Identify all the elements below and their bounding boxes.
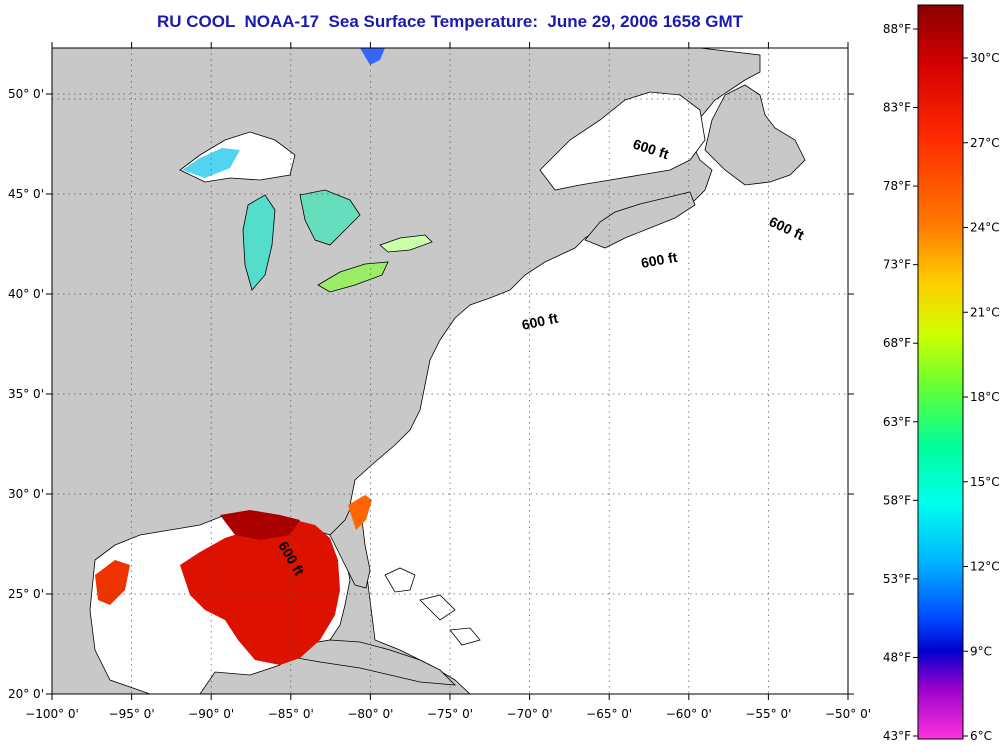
celsius-label: 18°C — [970, 390, 1000, 404]
lon-tick-label: −85° 0' — [268, 707, 314, 721]
bahamas — [384, 567, 481, 646]
lake-michigan — [242, 194, 276, 291]
lat-tick-label: 35° 0' — [8, 387, 44, 401]
hudson-bay-sst — [360, 48, 385, 65]
celsius-label: 27°C — [970, 136, 1000, 150]
contour-label: 600 ft — [520, 310, 559, 333]
celsius-label: 21°C — [970, 305, 1000, 319]
lake-huron — [299, 189, 361, 246]
gulf-sst-hot — [220, 510, 300, 540]
longitude-axis: −100° 0' −95° 0' −90° 0' −85° 0' −80° 0' −75°… — [25, 42, 871, 721]
lat-tick-label: 45° 0' — [8, 187, 44, 201]
cuba — [278, 639, 457, 686]
gulf-sst-warm — [180, 520, 340, 665]
lon-tick-label: −90° 0' — [188, 707, 234, 721]
lon-tick-label: −60° 0' — [666, 707, 712, 721]
celsius-label: 6°C — [970, 729, 992, 743]
temperature-colorbar — [917, 4, 964, 740]
fahrenheit-label: 78°F — [883, 179, 911, 193]
lat-tick-label: 50° 0' — [8, 87, 44, 101]
lon-tick-label: −75° 0' — [427, 707, 473, 721]
latitude-axis: 20° 0' 25° 0' 30° 0' 35° 0' 40° 0' 45° 0' 50° … — [8, 87, 854, 701]
map-title: RU COOL NOAA-17 Sea Surface Temperature:… — [156, 12, 744, 31]
fahrenheit-label: 88°F — [883, 22, 911, 36]
gulf-sst-west — [95, 560, 130, 605]
contour-label: 600 ft — [640, 249, 679, 271]
lake-superior-sst — [182, 148, 240, 178]
lat-tick-label: 30° 0' — [8, 487, 44, 501]
celsius-label: 24°C — [970, 221, 1000, 235]
fahrenheit-label: 63°F — [883, 415, 911, 429]
fahrenheit-label: 58°F — [883, 493, 911, 507]
atlantic-sst-ne-florida — [348, 495, 372, 530]
lon-tick-label: −100° 0' — [25, 707, 79, 721]
fahrenheit-label: 53°F — [883, 572, 911, 586]
celsius-label: 12°C — [970, 560, 1000, 574]
lon-tick-label: −95° 0' — [109, 707, 155, 721]
fahrenheit-label: 83°F — [883, 101, 911, 115]
celsius-label: 15°C — [970, 475, 1000, 489]
newfoundland — [704, 84, 806, 186]
lat-tick-label: 20° 0' — [8, 687, 44, 701]
map-plot-area: 600 ft 600 ft 600 ft 600 ft 600 ft — [52, 48, 848, 694]
nova-scotia — [584, 191, 696, 249]
gridlines — [52, 48, 848, 694]
lat-tick-label: 40° 0' — [8, 287, 44, 301]
lon-tick-label: −55° 0' — [745, 707, 791, 721]
fahrenheit-label: 43°F — [883, 729, 911, 743]
fahrenheit-label: 48°F — [883, 650, 911, 664]
lon-tick-label: −50° 0' — [825, 707, 871, 721]
celsius-label: 30°C — [970, 51, 1000, 65]
colorbar-labels: 30°C 27°C 24°C 21°C 18°C 15°C 12°C 9°C 6°C 88°F 83… — [883, 22, 1000, 743]
lake-ontario — [379, 234, 433, 253]
lat-tick-label: 25° 0' — [8, 587, 44, 601]
celsius-label: 9°C — [970, 644, 992, 658]
lon-tick-label: −65° 0' — [586, 707, 632, 721]
gulf-of-st-lawrence — [539, 91, 706, 191]
lon-tick-label: −70° 0' — [507, 707, 553, 721]
lon-tick-label: −80° 0' — [347, 707, 393, 721]
fahrenheit-label: 68°F — [883, 336, 911, 350]
fahrenheit-label: 73°F — [883, 258, 911, 272]
